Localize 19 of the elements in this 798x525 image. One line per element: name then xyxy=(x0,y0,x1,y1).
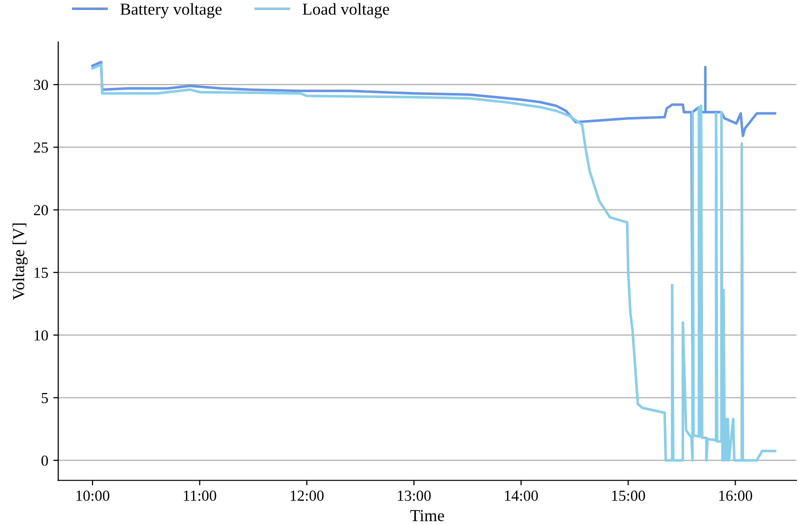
y-tick-label: 25 xyxy=(34,142,48,153)
line-series xyxy=(91,63,776,462)
x-tick-label: 15:00 xyxy=(612,490,646,501)
y-tick-label: 20 xyxy=(34,204,48,216)
x-axis-title: Time xyxy=(410,510,444,522)
x-tick-label: 16:00 xyxy=(719,490,752,501)
x-tick-label: 10:00 xyxy=(76,490,110,501)
y-tick-label: 30 xyxy=(34,80,48,90)
x-tick-label: 14:00 xyxy=(505,490,538,501)
y-tick-label: 0 xyxy=(41,455,48,466)
x-tick-label: 12:00 xyxy=(290,490,324,501)
y-axis-title: Voltage [V] xyxy=(12,223,28,300)
legend-label: Battery voltage xyxy=(120,3,222,18)
x-tick-label: 13:00 xyxy=(398,490,431,501)
y-tick-label: 15 xyxy=(34,268,48,278)
legend-label: Load voltage xyxy=(302,3,390,18)
y-tick-label: 10 xyxy=(34,330,48,341)
y-tick-label: 5 xyxy=(42,393,48,404)
x-tick-label: 11:00 xyxy=(184,490,216,501)
